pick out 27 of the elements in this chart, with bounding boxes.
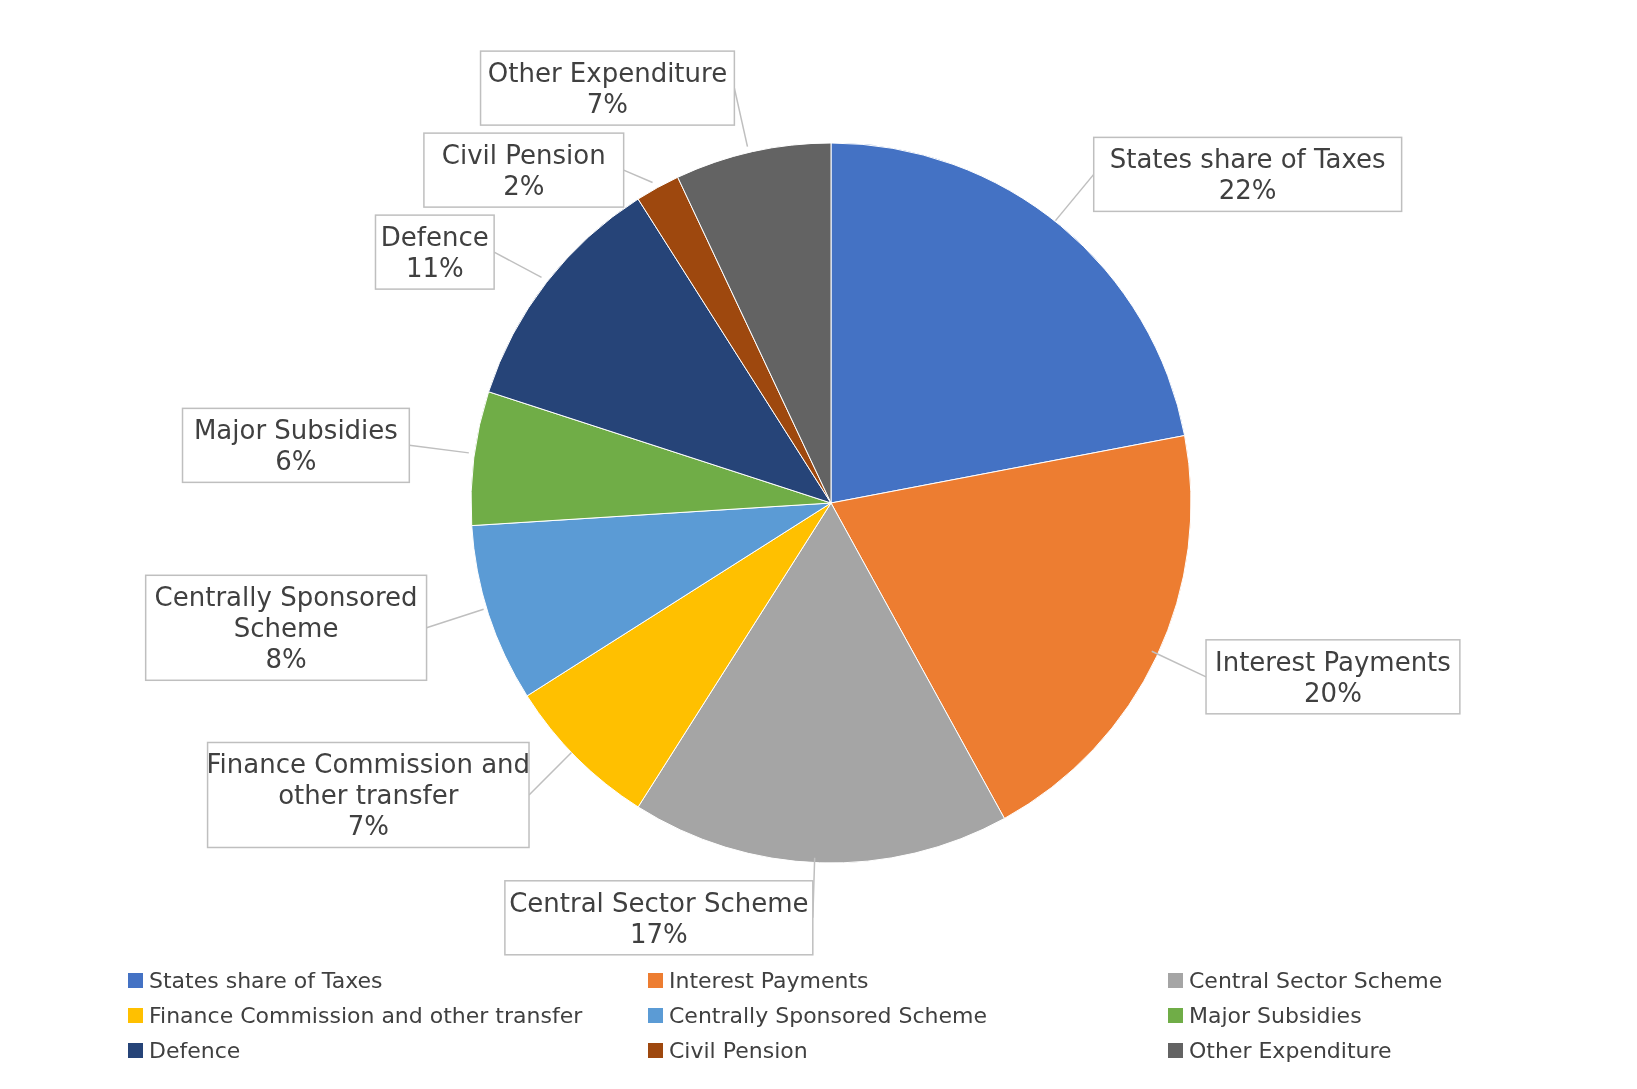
slice-label: Defence xyxy=(380,222,489,253)
legend-label: Central Sector Scheme xyxy=(1189,968,1443,993)
slice-label: Other Expenditure xyxy=(487,58,728,89)
slice-label: States share of Taxes xyxy=(1109,144,1386,175)
legend-label: Other Expenditure xyxy=(1189,1038,1392,1063)
data-label: 7% xyxy=(586,89,629,120)
legend-label: Finance Commission and other transfer xyxy=(149,1003,583,1028)
legend-label: Defence xyxy=(149,1038,241,1063)
legend-label: Civil Pension xyxy=(669,1038,808,1063)
legend-label: Major Subsidies xyxy=(1189,1003,1362,1028)
legend-label: States share of Taxes xyxy=(149,968,383,993)
slice-label: Major Subsidies xyxy=(193,415,398,446)
data-label: 20% xyxy=(1304,677,1362,708)
data-label: 2% xyxy=(503,171,545,202)
slice-label: Interest Payments xyxy=(1215,646,1451,677)
legend-label: Interest Payments xyxy=(669,968,869,993)
legend-label: Centrally Sponsored Scheme xyxy=(669,1003,988,1028)
data-label: 7% xyxy=(347,811,389,842)
data-label: 22% xyxy=(1218,175,1277,206)
slice-label: Finance Commission and other transfer xyxy=(206,749,531,811)
data-label: 8% xyxy=(265,644,307,675)
slice-label: Civil Pension xyxy=(441,140,606,171)
slice-label: Centrally Sponsored Scheme xyxy=(154,582,418,644)
data-label: 17% xyxy=(629,918,688,949)
data-label: 6% xyxy=(275,446,317,477)
data-label: 11% xyxy=(405,253,464,284)
slice-label: Central Sector Scheme xyxy=(509,887,809,918)
